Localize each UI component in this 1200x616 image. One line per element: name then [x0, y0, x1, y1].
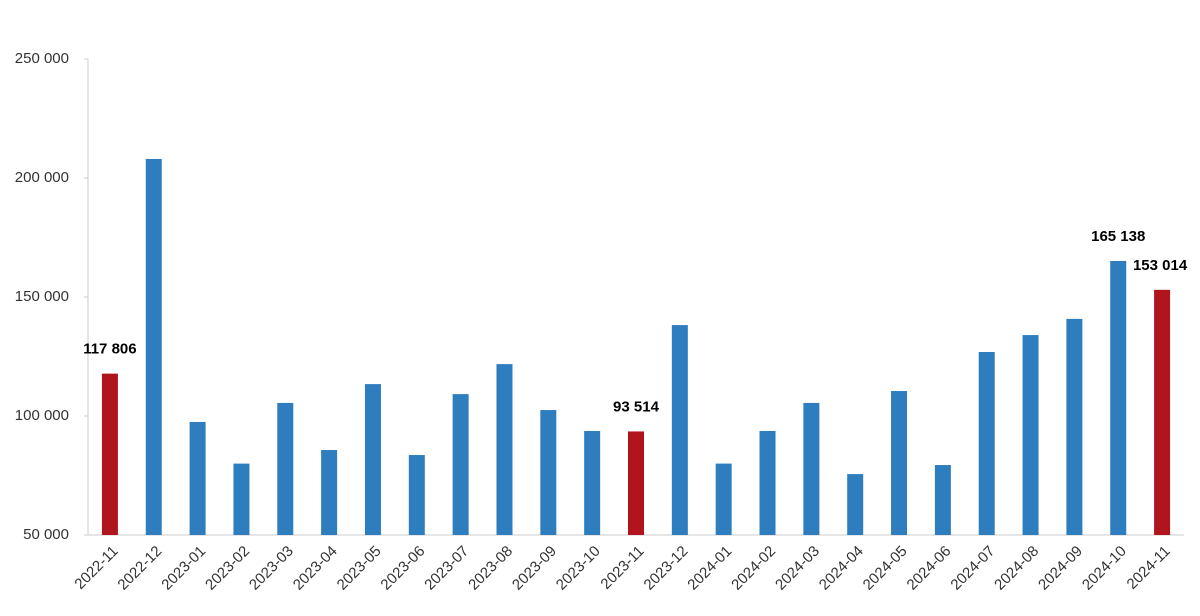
- x-tick-label: 2023-11: [597, 543, 647, 593]
- bar: [671, 325, 688, 535]
- x-tick-label: 2024-03: [772, 543, 823, 594]
- bar: [715, 463, 732, 535]
- x-tick-label: 2024-01: [684, 543, 735, 594]
- x-tick-label: 2023-04: [290, 543, 341, 594]
- bar: [233, 463, 250, 535]
- value-label: 165 138: [1091, 228, 1145, 245]
- y-tick-label: 100 000: [15, 407, 69, 424]
- x-tick-label: 2023-01: [158, 543, 209, 594]
- value-label: 117 806: [83, 341, 136, 358]
- bar: [452, 394, 469, 535]
- x-tick-label: 2023-08: [465, 543, 516, 594]
- x-tick-label: 2023-09: [509, 543, 560, 594]
- bar: [277, 402, 294, 535]
- bar: [934, 465, 951, 535]
- x-tick-label: 2023-07: [421, 543, 472, 594]
- x-tick-label: 2023-12: [641, 543, 692, 594]
- bar: [321, 450, 338, 535]
- y-tick-label: 50 000: [23, 526, 69, 543]
- bar: [1110, 260, 1127, 535]
- x-tick-label: 2023-10: [553, 543, 604, 594]
- bar: [759, 430, 776, 535]
- value-label: 153 014: [1133, 257, 1188, 274]
- bar: [803, 402, 820, 535]
- bar: [628, 431, 644, 535]
- bar: [1022, 335, 1039, 535]
- value-label: 93 514: [613, 398, 660, 415]
- y-tick-label: 250 000: [15, 50, 69, 67]
- y-tick-label: 150 000: [15, 288, 69, 305]
- x-tick-label: 2024-05: [860, 543, 911, 594]
- bar: [891, 391, 908, 535]
- bar: [1154, 289, 1171, 535]
- x-tick-label: 2024-02: [728, 543, 779, 594]
- x-tick-label: 2024-09: [1035, 543, 1086, 594]
- y-tick-label: 200 000: [15, 169, 69, 186]
- x-tick-label: 2023-02: [202, 543, 253, 594]
- x-tick-label: 2022-11: [71, 543, 121, 593]
- bar: [408, 455, 425, 535]
- x-tick-label: 2024-06: [904, 543, 955, 594]
- x-tick-label: 2023-06: [377, 543, 428, 594]
- x-tick-label: 2024-08: [991, 543, 1042, 594]
- bar: [189, 421, 206, 535]
- bar: [101, 373, 118, 535]
- bar: [496, 364, 513, 535]
- bar: [847, 474, 864, 535]
- x-tick-label: 2022-12: [114, 543, 165, 594]
- bar: [145, 158, 162, 535]
- x-tick-label: 2023-03: [246, 543, 297, 594]
- bar: [978, 351, 995, 535]
- x-tick-label: 2024-04: [816, 543, 867, 594]
- bar: [540, 410, 557, 535]
- x-tick-label: 2024-07: [947, 543, 998, 594]
- x-tick-label: 2023-05: [334, 543, 385, 594]
- bar: [584, 430, 601, 535]
- bar: [1066, 318, 1083, 535]
- x-tick-label: 2024-10: [1079, 543, 1130, 594]
- bar: [364, 384, 381, 535]
- x-tick-label: 2024-11: [1124, 543, 1174, 593]
